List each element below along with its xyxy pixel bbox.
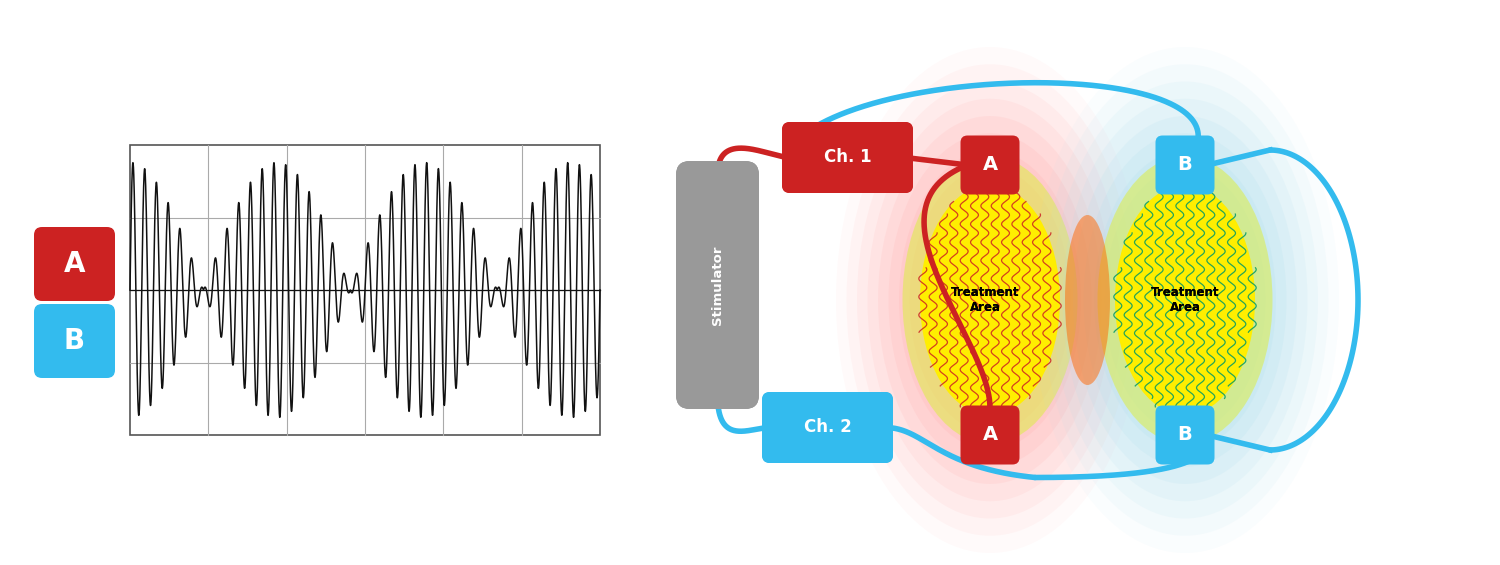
Ellipse shape — [1094, 150, 1276, 450]
Text: A: A — [63, 250, 86, 278]
Text: B: B — [1178, 155, 1192, 175]
Text: Treatment
Area: Treatment Area — [951, 286, 1020, 314]
Text: Treatment
Area: Treatment Area — [951, 286, 1020, 314]
Text: Stimulator: Stimulator — [711, 245, 724, 325]
FancyBboxPatch shape — [762, 392, 892, 463]
Ellipse shape — [878, 116, 1102, 484]
Ellipse shape — [836, 47, 1144, 553]
Ellipse shape — [909, 168, 1071, 432]
FancyBboxPatch shape — [960, 406, 1020, 464]
FancyBboxPatch shape — [960, 136, 1020, 194]
Text: Ch. 2: Ch. 2 — [804, 419, 852, 437]
Ellipse shape — [1098, 157, 1272, 444]
Ellipse shape — [846, 64, 1134, 536]
Text: Ch. 2: Ch. 2 — [804, 419, 852, 437]
FancyBboxPatch shape — [1155, 136, 1215, 194]
Text: B: B — [1178, 425, 1192, 445]
Ellipse shape — [1062, 99, 1308, 501]
Ellipse shape — [903, 157, 1077, 444]
Text: A: A — [982, 155, 998, 175]
Text: A: A — [982, 425, 998, 445]
Ellipse shape — [888, 133, 1092, 467]
FancyBboxPatch shape — [34, 304, 116, 378]
Text: Ch. 1: Ch. 1 — [824, 149, 872, 167]
FancyBboxPatch shape — [762, 392, 892, 463]
Text: B: B — [64, 327, 86, 355]
Ellipse shape — [1052, 81, 1318, 519]
FancyBboxPatch shape — [782, 122, 914, 193]
Ellipse shape — [1114, 185, 1256, 415]
Ellipse shape — [1083, 133, 1287, 467]
Text: Ch. 1: Ch. 1 — [824, 149, 872, 167]
Ellipse shape — [867, 99, 1113, 501]
Text: Treatment
Area: Treatment Area — [1150, 286, 1220, 314]
FancyBboxPatch shape — [676, 161, 759, 409]
FancyBboxPatch shape — [34, 227, 116, 301]
Text: Treatment
Area: Treatment Area — [1150, 286, 1220, 314]
Ellipse shape — [1104, 168, 1266, 432]
Text: Stimulator: Stimulator — [711, 245, 724, 325]
Ellipse shape — [920, 185, 1060, 415]
Ellipse shape — [856, 81, 1124, 519]
Ellipse shape — [898, 150, 1082, 450]
Ellipse shape — [1041, 64, 1329, 536]
Bar — [130, 145, 600, 435]
FancyBboxPatch shape — [676, 161, 759, 409]
Ellipse shape — [1072, 116, 1298, 484]
Ellipse shape — [1030, 47, 1340, 553]
Ellipse shape — [1065, 215, 1110, 385]
FancyBboxPatch shape — [782, 122, 914, 193]
FancyBboxPatch shape — [1155, 406, 1215, 464]
